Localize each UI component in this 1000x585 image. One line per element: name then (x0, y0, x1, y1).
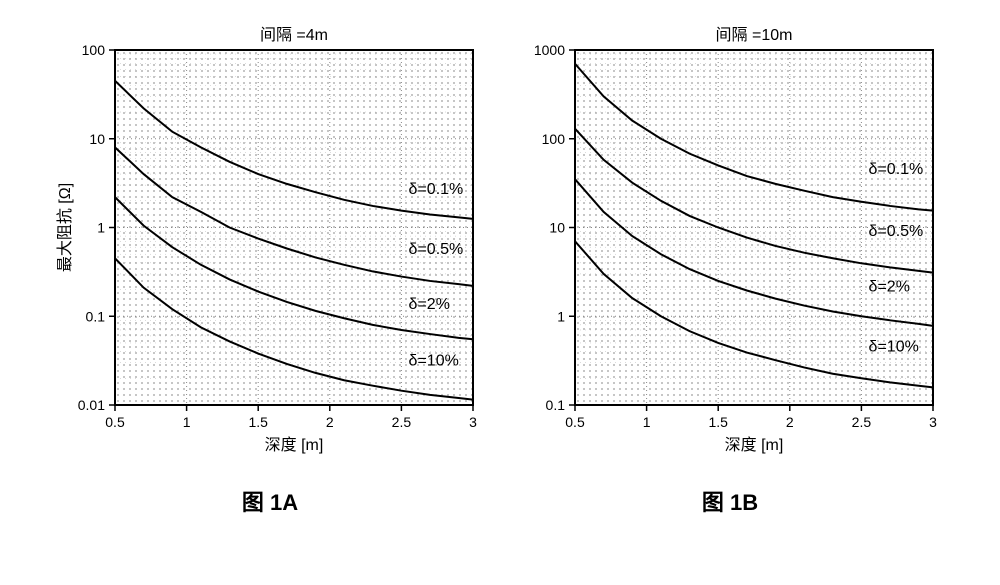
plot-b-wrapper: 0.5 1 1.5 2 2.5 3 0.1 1 10 100 1000 间隔 =10m 深度 [m] δ=… (515, 20, 945, 465)
plot-a: 0.5 1 1.5 2 2.5 3 0.01 0.1 1 10 100 间隔 =4m 深度 [m] 最大阻… (55, 20, 485, 460)
svg-text:100: 100 (542, 131, 566, 147)
svg-text:δ=10%: δ=10% (869, 339, 919, 356)
svg-text:深度 [m]: 深度 [m] (265, 436, 324, 454)
svg-text:间隔 =4m: 间隔 =4m (260, 26, 328, 44)
svg-text:δ=0.5%: δ=0.5% (409, 241, 464, 258)
svg-text:3: 3 (929, 414, 937, 430)
svg-text:0.01: 0.01 (78, 397, 105, 413)
svg-text:2.5: 2.5 (852, 414, 872, 430)
panel-b: 0.5 1 1.5 2 2.5 3 0.1 1 10 100 1000 间隔 =10m 深度 [m] δ=… (515, 20, 945, 517)
svg-text:0.5: 0.5 (565, 414, 585, 430)
plot-b: 0.5 1 1.5 2 2.5 3 0.1 1 10 100 1000 间隔 =10m 深度 [m] δ=… (515, 20, 945, 460)
svg-text:最大阻抗 [Ω]: 最大阻抗 [Ω] (56, 183, 74, 272)
svg-text:1.5: 1.5 (708, 414, 728, 430)
panel-a: 0.5 1 1.5 2 2.5 3 0.01 0.1 1 10 100 间隔 =4m 深度 [m] 最大阻… (55, 20, 485, 517)
svg-text:0.5: 0.5 (105, 414, 125, 430)
figure-container: 0.5 1 1.5 2 2.5 3 0.01 0.1 1 10 100 间隔 =4m 深度 [m] 最大阻… (20, 20, 980, 517)
svg-text:3: 3 (469, 414, 477, 430)
svg-text:δ=0.1%: δ=0.1% (409, 181, 464, 198)
svg-text:δ=2%: δ=2% (869, 279, 910, 296)
svg-text:δ=0.1%: δ=0.1% (869, 161, 924, 178)
svg-text:δ=2%: δ=2% (409, 296, 450, 313)
svg-text:0.1: 0.1 (86, 308, 106, 324)
svg-text:δ=0.5%: δ=0.5% (869, 223, 924, 240)
svg-text:间隔 =10m: 间隔 =10m (716, 26, 793, 44)
svg-text:1.5: 1.5 (248, 414, 268, 430)
svg-text:2: 2 (786, 414, 794, 430)
svg-text:1: 1 (557, 308, 565, 324)
svg-text:2.5: 2.5 (392, 414, 412, 430)
svg-text:1: 1 (183, 414, 191, 430)
svg-text:1000: 1000 (534, 42, 565, 58)
caption-b: 图 1B (702, 485, 758, 517)
svg-text:100: 100 (82, 42, 106, 58)
svg-text:深度 [m]: 深度 [m] (725, 436, 784, 454)
svg-text:2: 2 (326, 414, 334, 430)
svg-text:10: 10 (549, 220, 565, 236)
svg-text:0.1: 0.1 (546, 397, 566, 413)
svg-text:1: 1 (97, 220, 105, 236)
svg-text:10: 10 (89, 131, 105, 147)
plot-a-wrapper: 0.5 1 1.5 2 2.5 3 0.01 0.1 1 10 100 间隔 =4m 深度 [m] 最大阻… (55, 20, 485, 465)
svg-text:δ=10%: δ=10% (409, 352, 459, 369)
svg-text:1: 1 (643, 414, 651, 430)
caption-a: 图 1A (242, 485, 298, 517)
